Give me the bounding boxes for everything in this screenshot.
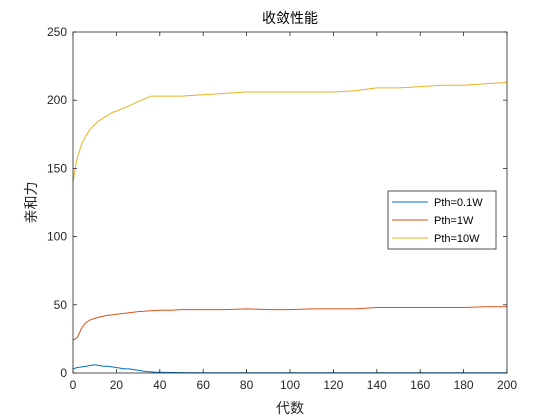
legend-box bbox=[387, 190, 497, 250]
series-line-1 bbox=[72, 306, 507, 341]
legend-entry-0: Pth=0.1W bbox=[434, 197, 483, 209]
x-axis-label: 代数 bbox=[276, 401, 304, 417]
legend-entry-1: Pth=1W bbox=[434, 215, 474, 227]
y-tick-label: 0 bbox=[60, 366, 67, 380]
x-tick-label: 0 bbox=[70, 378, 77, 392]
axes-layer: 0 20 40 60 80 100 120 140 160 180 200 0 50 100 150 200 2… bbox=[47, 25, 517, 392]
x-tick-label: 20 bbox=[110, 378, 124, 392]
x-tick-label: 140 bbox=[367, 378, 387, 392]
x-tick-label: 100 bbox=[280, 378, 300, 392]
x-tick-label: 120 bbox=[323, 378, 343, 392]
x-tick-label: 40 bbox=[153, 378, 167, 392]
legend-entry-2: Pth=10W bbox=[434, 233, 480, 245]
y-tick-label: 150 bbox=[47, 161, 67, 175]
series-line-2 bbox=[72, 82, 508, 183]
y-axis-label: 亲和力 bbox=[24, 182, 40, 224]
x-tick-label: 160 bbox=[410, 378, 430, 392]
x-tick-label: 180 bbox=[454, 378, 474, 392]
y-tick-label: 200 bbox=[47, 93, 67, 107]
legend: Pth=0.1W Pth=1W Pth=10W bbox=[387, 190, 497, 250]
chart-title: 收敛性能 bbox=[262, 11, 318, 27]
x-tick-label: 60 bbox=[197, 378, 211, 392]
x-tick-label: 200 bbox=[497, 378, 517, 392]
y-tick-label: 50 bbox=[54, 298, 68, 312]
y-tick-label: 100 bbox=[47, 230, 67, 244]
x-tick-label: 80 bbox=[240, 378, 254, 392]
y-tick-label: 250 bbox=[47, 25, 67, 39]
